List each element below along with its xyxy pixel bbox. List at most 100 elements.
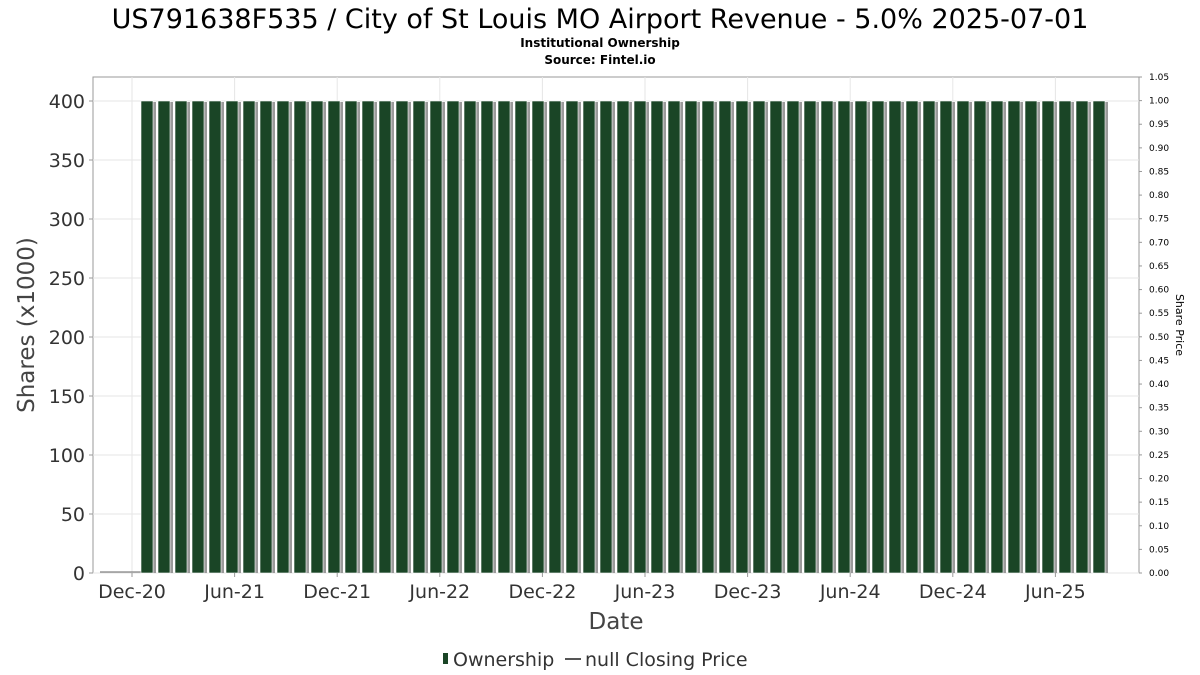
ownership-bar (1024, 100, 1038, 574)
legend-ownership-label: Ownership (453, 649, 554, 671)
bar-shadow (544, 102, 547, 573)
y2-tick-label: 0.70 (1149, 238, 1169, 248)
bar-shadow (663, 102, 666, 573)
y2-tick-label: 1.00 (1149, 97, 1169, 107)
y2-tick-label: 0.00 (1149, 569, 1169, 579)
bar-shadow (1071, 102, 1074, 573)
ownership-bar (956, 100, 970, 574)
x-tick-label: Jun-23 (614, 581, 676, 603)
ownership-bar (242, 100, 256, 574)
bar-shadow (867, 102, 870, 573)
y-tick-label: 200 (49, 327, 85, 349)
y2-tick-label: 0.85 (1149, 167, 1169, 177)
bar-shadow (238, 102, 241, 573)
y2-tick-label: 1.05 (1149, 73, 1169, 83)
x-tick-label: Jun-24 (819, 581, 881, 603)
bar-shadow (561, 102, 564, 573)
bar-shadow (850, 102, 853, 573)
bar-shadow (1088, 102, 1091, 573)
ownership-bar (140, 100, 154, 574)
ownership-bar (718, 100, 732, 574)
bar-shadow (476, 102, 479, 573)
ownership-bar (531, 100, 545, 574)
ownership-bar (990, 100, 1004, 574)
bar-shadow (578, 102, 581, 573)
y2-tick-label: 0.35 (1149, 404, 1169, 414)
ownership-bar (701, 100, 715, 574)
bar-shadow (340, 102, 343, 573)
bar-shadow (714, 102, 717, 573)
ownership-bar (650, 100, 664, 574)
y2-tick-label: 0.55 (1149, 309, 1169, 319)
ownership-bar (378, 100, 392, 574)
ownership-bar (1007, 100, 1021, 574)
bar-shadow (595, 102, 598, 573)
legend-price-label: null Closing Price (585, 649, 748, 671)
ownership-bar (973, 100, 987, 574)
ownership-bar (939, 100, 953, 574)
bar-shadow (1105, 102, 1108, 573)
bar-shadow (357, 102, 360, 573)
ownership-bar (1092, 100, 1106, 574)
y2-tick-label: 0.40 (1149, 380, 1169, 390)
bar-shadow (221, 102, 224, 573)
ownership-bar (327, 100, 341, 574)
y2-tick-label: 0.10 (1149, 522, 1169, 532)
ownership-bar (429, 100, 443, 574)
bar-shadow (833, 102, 836, 573)
ownership-bar (633, 100, 647, 574)
ownership-bar (905, 100, 919, 574)
ownership-bar (1075, 100, 1089, 574)
ownership-bar (276, 100, 290, 574)
x-tick-label: Dec-22 (508, 581, 576, 603)
ownership-bar (837, 100, 851, 574)
ownership-bar (463, 100, 477, 574)
ownership-bar (293, 100, 307, 574)
y2-tick-label: 0.25 (1149, 451, 1169, 461)
x-axis-label: Date (589, 609, 644, 635)
ownership-bar (667, 100, 681, 574)
ownership-bar (191, 100, 205, 574)
bar-shadow (918, 102, 921, 573)
ownership-bar (344, 100, 358, 574)
bar-shadow (493, 102, 496, 573)
y2-tick-label: 0.05 (1149, 545, 1169, 555)
y-tick-label: 150 (49, 386, 85, 408)
bar-shadow (782, 102, 785, 573)
bar-shadow (459, 102, 462, 573)
bar-shadow (901, 102, 904, 573)
bar-shadow (884, 102, 887, 573)
y2-axis-label: Share Price (1173, 294, 1186, 356)
bar-shadow (646, 102, 649, 573)
bar-shadow (272, 102, 275, 573)
bar-shadow (527, 102, 530, 573)
bar-shadow (986, 102, 989, 573)
ownership-bar (786, 100, 800, 574)
bar-shadow (1003, 102, 1006, 573)
y2-tick-label: 0.45 (1149, 356, 1169, 366)
bar-shadow (425, 102, 428, 573)
ownership-bar (871, 100, 885, 574)
y-tick-label: 0 (73, 563, 85, 585)
legend-ownership-swatch (443, 653, 448, 664)
y2-tick-label: 0.30 (1149, 427, 1169, 437)
chart-title: US791638F535 / City of St Louis MO Airpo… (112, 4, 1089, 35)
ownership-bar (820, 100, 834, 574)
bar-shadow (697, 102, 700, 573)
y2-tick-label: 0.50 (1149, 333, 1169, 343)
chart-source: Source: Fintel.io (544, 53, 655, 67)
ownership-bar (208, 100, 222, 574)
bar-shadow (289, 102, 292, 573)
ownership-bar (174, 100, 188, 574)
ownership-bar (735, 100, 749, 574)
ownership-bar (769, 100, 783, 574)
bar-shadow (1020, 102, 1023, 573)
y-axis-left-ticks: 0 50 100 150 200 250 300 350 400 (49, 91, 93, 585)
bar-shadow (1054, 102, 1057, 573)
y-tick-label: 400 (49, 91, 85, 113)
ownership-bar (1058, 100, 1072, 574)
bar-shadow (204, 102, 207, 573)
y-axis-right-ticks: 0.00 0.05 0.10 0.15 0.20 0.25 0.30 0.35 0.40 0.45… (1139, 73, 1169, 579)
ownership-bar (310, 100, 324, 574)
bar-shadow (765, 102, 768, 573)
